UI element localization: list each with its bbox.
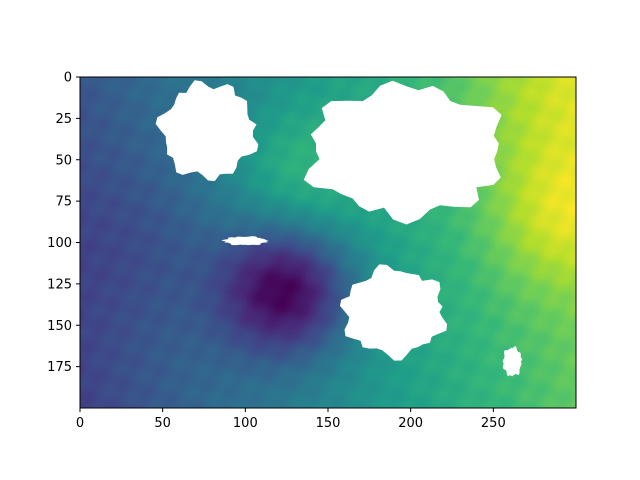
x-tick-label: 150 [316,416,341,431]
x-axis: 0 50 100 150 200 250 [76,408,506,431]
masked-region-north-west-island [155,80,259,182]
y-tick-label: 0 [64,71,72,86]
y-tick-label: 50 [55,153,72,168]
y-axis: 0 25 50 75 100 125 150 175 [47,71,80,375]
x-tick-label: 100 [233,416,258,431]
y-tick-label: 100 [47,236,72,251]
masked-region-southern-island [340,264,448,361]
x-tick-label: 0 [76,416,84,431]
masked-regions [155,80,523,377]
masked-region-small-islet [221,236,269,246]
y-tick-label: 75 [55,195,72,210]
y-tick-label: 175 [47,360,72,375]
x-tick-label: 250 [481,416,506,431]
y-tick-label: 125 [47,277,72,292]
masked-region-north-east-landmass [303,80,502,225]
x-tick-label: 200 [398,416,423,431]
y-tick-label: 25 [55,112,72,127]
masked-region-south-east-islet [502,345,523,377]
x-tick-label: 50 [154,416,171,431]
plot-area [80,77,576,408]
y-tick-label: 150 [47,319,72,334]
